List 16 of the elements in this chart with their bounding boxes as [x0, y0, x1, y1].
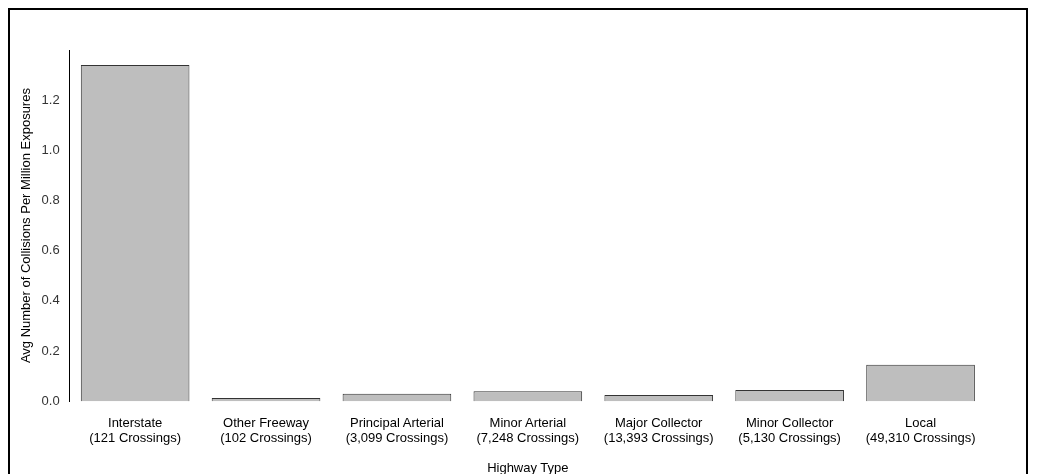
x-tick-label: Major Collector (13,393 Crossings) [603, 414, 714, 446]
x-tick-label: Minor Collector (5,130 Crossings) [738, 414, 841, 446]
x-tick-label: Minor Arterial (7,248 Crossings) [476, 414, 580, 446]
y-tick-label: 0.0 [41, 392, 60, 408]
y-tick-label: 0.2 [41, 342, 60, 358]
y-tick-label: 1.2 [41, 91, 60, 107]
x-tick-label: Other Freeway (102 Crossings) [220, 414, 312, 446]
y-tick-label: 1.0 [41, 141, 60, 157]
x-tick-label: Principal Arterial (3,099 Crossings) [345, 414, 449, 446]
y-tick-label: 0.6 [41, 242, 60, 258]
y-axis-title: Avg Number of Collisions Per Million Exposures [18, 87, 34, 364]
x-tick-label: Interstate (121 Crossings) [89, 414, 182, 446]
x-axis-title: Highway Type [487, 459, 569, 474]
y-tick-label: 0.4 [41, 292, 60, 308]
y-tick-label: 0.8 [41, 192, 60, 208]
x-tick-label: Local (49,310 Crossings) [865, 414, 976, 446]
